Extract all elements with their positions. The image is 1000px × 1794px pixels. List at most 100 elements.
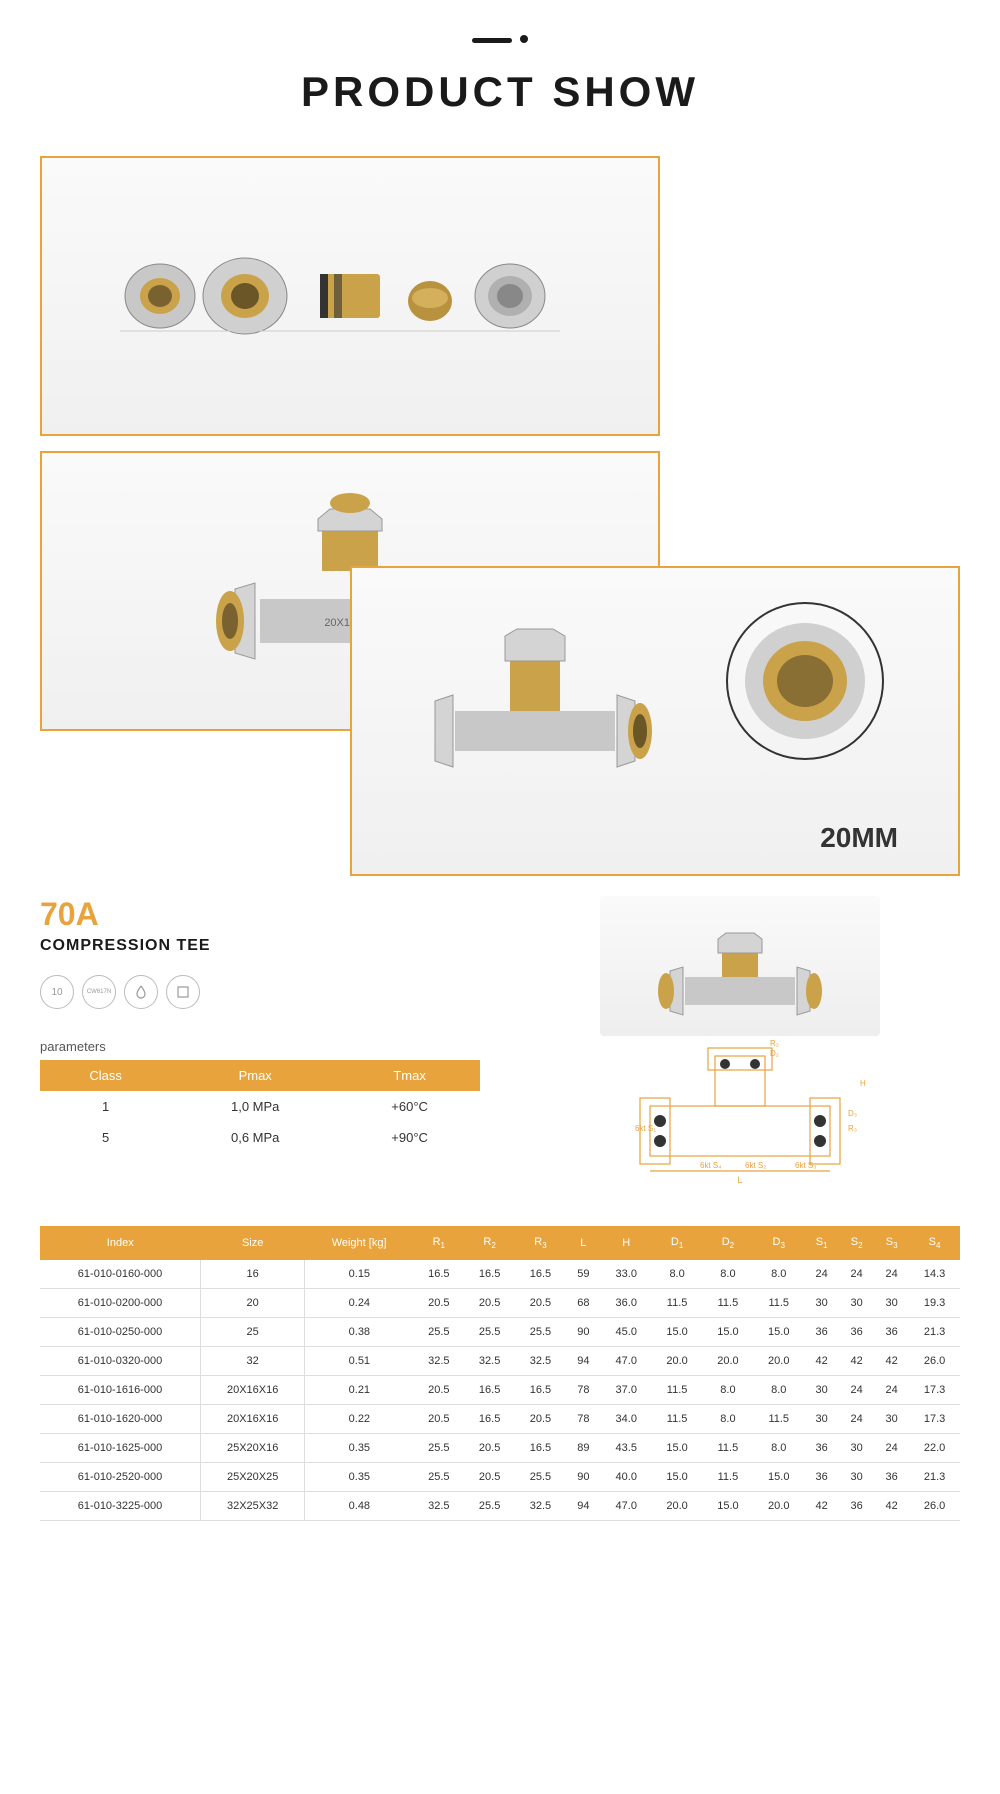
cert-icons: 10 CW617N (40, 975, 480, 1009)
spec-cell: 24 (874, 1376, 909, 1405)
spec-cell: 16.5 (464, 1405, 515, 1434)
spec-cell: 20.0 (703, 1347, 754, 1376)
params-header-cell: Pmax (171, 1060, 339, 1091)
spec-header-cell: D2 (703, 1226, 754, 1260)
parameters-label: parameters (40, 1039, 480, 1054)
spec-cell: 61-010-0200-000 (40, 1289, 201, 1318)
params-header-cell: Tmax (339, 1060, 480, 1091)
size-callout: 20MM (820, 822, 898, 854)
spec-cell: 30 (839, 1289, 874, 1318)
table-row: 61-010-1620-00020X16X160.2220.516.520.57… (40, 1405, 960, 1434)
spec-cell: 26.0 (909, 1347, 960, 1376)
spec-cell: 24 (839, 1376, 874, 1405)
spec-cell: 61-010-3225-000 (40, 1492, 201, 1521)
product-thumbnail (600, 896, 880, 1036)
spec-cell: 32.5 (515, 1492, 566, 1521)
spec-cell: 94 (566, 1347, 601, 1376)
table-row: 61-010-3225-00032X25X320.4832.525.532.59… (40, 1492, 960, 1521)
spec-header-cell: R2 (464, 1226, 515, 1260)
spec-cell: 20.5 (515, 1289, 566, 1318)
params-cell: 1,0 MPa (171, 1091, 339, 1122)
params-cell: 1 (40, 1091, 171, 1122)
params-cell: +60°C (339, 1091, 480, 1122)
spec-cell: 8.0 (753, 1260, 804, 1289)
spec-header-cell: Size (201, 1226, 305, 1260)
spec-cell: 30 (839, 1463, 874, 1492)
spec-cell: 24 (839, 1405, 874, 1434)
spec-cell: 0.35 (305, 1434, 414, 1463)
spec-cell: 8.0 (753, 1434, 804, 1463)
spec-cell: 15.0 (652, 1318, 703, 1347)
spec-cell: 16.5 (413, 1260, 464, 1289)
spec-cell: 0.51 (305, 1347, 414, 1376)
cert-icon-water (124, 975, 158, 1009)
params-cell: +90°C (339, 1122, 480, 1153)
spec-cell: 0.48 (305, 1492, 414, 1521)
spec-cell: 0.22 (305, 1405, 414, 1434)
spec-cell: 16 (201, 1260, 305, 1289)
spec-cell: 36 (804, 1318, 839, 1347)
spec-cell: 61-010-0160-000 (40, 1260, 201, 1289)
model-name: COMPRESSION TEE (40, 937, 480, 955)
technical-drawing: L 6kt S₁ 6kt S₄ 6kt S₂ 6kt S₃ R₂ D₂ D₃ R… (600, 1036, 880, 1186)
spec-cell: 17.3 (909, 1376, 960, 1405)
spec-cell: 20.0 (652, 1492, 703, 1521)
params-cell: 5 (40, 1122, 171, 1153)
spec-cell: 25.5 (413, 1463, 464, 1492)
spec-cell: 11.5 (703, 1463, 754, 1492)
table-row: 61-010-0160-000160.1516.516.516.55933.08… (40, 1260, 960, 1289)
spec-cell: 25.5 (464, 1492, 515, 1521)
spec-cell: 25.5 (515, 1318, 566, 1347)
spec-cell: 16.5 (464, 1376, 515, 1405)
spec-cell: 8.0 (703, 1260, 754, 1289)
spec-cell: 15.0 (703, 1492, 754, 1521)
spec-header-cell: S1 (804, 1226, 839, 1260)
spec-cell: 11.5 (652, 1376, 703, 1405)
spec-cell: 15.0 (652, 1434, 703, 1463)
spec-cell: 8.0 (652, 1260, 703, 1289)
spec-cell: 78 (566, 1405, 601, 1434)
spec-cell: 42 (874, 1347, 909, 1376)
spec-cell: 26.0 (909, 1492, 960, 1521)
cert-icon-warranty: 10 (40, 975, 74, 1009)
params-row: 50,6 MPa+90°C (40, 1122, 480, 1153)
spec-cell: 32X25X32 (201, 1492, 305, 1521)
product-gallery: 20X16X20 20MM (0, 156, 1000, 876)
spec-cell: 36 (874, 1318, 909, 1347)
spec-cell: 40.0 (601, 1463, 652, 1492)
spec-cell: 20.0 (652, 1347, 703, 1376)
spec-cell: 42 (804, 1492, 839, 1521)
spec-cell: 0.21 (305, 1376, 414, 1405)
spec-cell: 19.3 (909, 1289, 960, 1318)
spec-section: 70A COMPRESSION TEE 10 CW617N parameters… (0, 876, 1000, 1226)
spec-cell: 16.5 (515, 1376, 566, 1405)
spec-cell: 43.5 (601, 1434, 652, 1463)
table-row: 61-010-0320-000320.5132.532.532.59447.02… (40, 1347, 960, 1376)
spec-cell: 0.38 (305, 1318, 414, 1347)
cert-icon-material: CW617N (82, 975, 116, 1009)
spec-cell: 21.3 (909, 1463, 960, 1492)
spec-cell: 16.5 (464, 1260, 515, 1289)
spec-header-cell: L (566, 1226, 601, 1260)
spec-cell: 30 (874, 1289, 909, 1318)
spec-cell: 32.5 (464, 1347, 515, 1376)
spec-cell: 47.0 (601, 1347, 652, 1376)
spec-cell: 15.0 (703, 1318, 754, 1347)
svg-text:R₂: R₂ (770, 1039, 779, 1048)
spec-header-cell: R1 (413, 1226, 464, 1260)
spec-data-table: IndexSizeWeight [kg]R1R2R3LHD1D2D3S1S2S3… (40, 1226, 960, 1521)
spec-cell: 61-010-1625-000 (40, 1434, 201, 1463)
spec-cell: 25.5 (464, 1318, 515, 1347)
spec-cell: 25.5 (413, 1434, 464, 1463)
header-decoration (0, 0, 1000, 48)
spec-cell: 24 (839, 1260, 874, 1289)
spec-cell: 24 (874, 1260, 909, 1289)
spec-cell: 32.5 (413, 1492, 464, 1521)
spec-cell: 8.0 (703, 1405, 754, 1434)
spec-cell: 14.3 (909, 1260, 960, 1289)
spec-header-cell: S2 (839, 1226, 874, 1260)
spec-cell: 42 (839, 1347, 874, 1376)
spec-cell: 0.24 (305, 1289, 414, 1318)
spec-cell: 36 (804, 1463, 839, 1492)
spec-cell: 30 (874, 1405, 909, 1434)
